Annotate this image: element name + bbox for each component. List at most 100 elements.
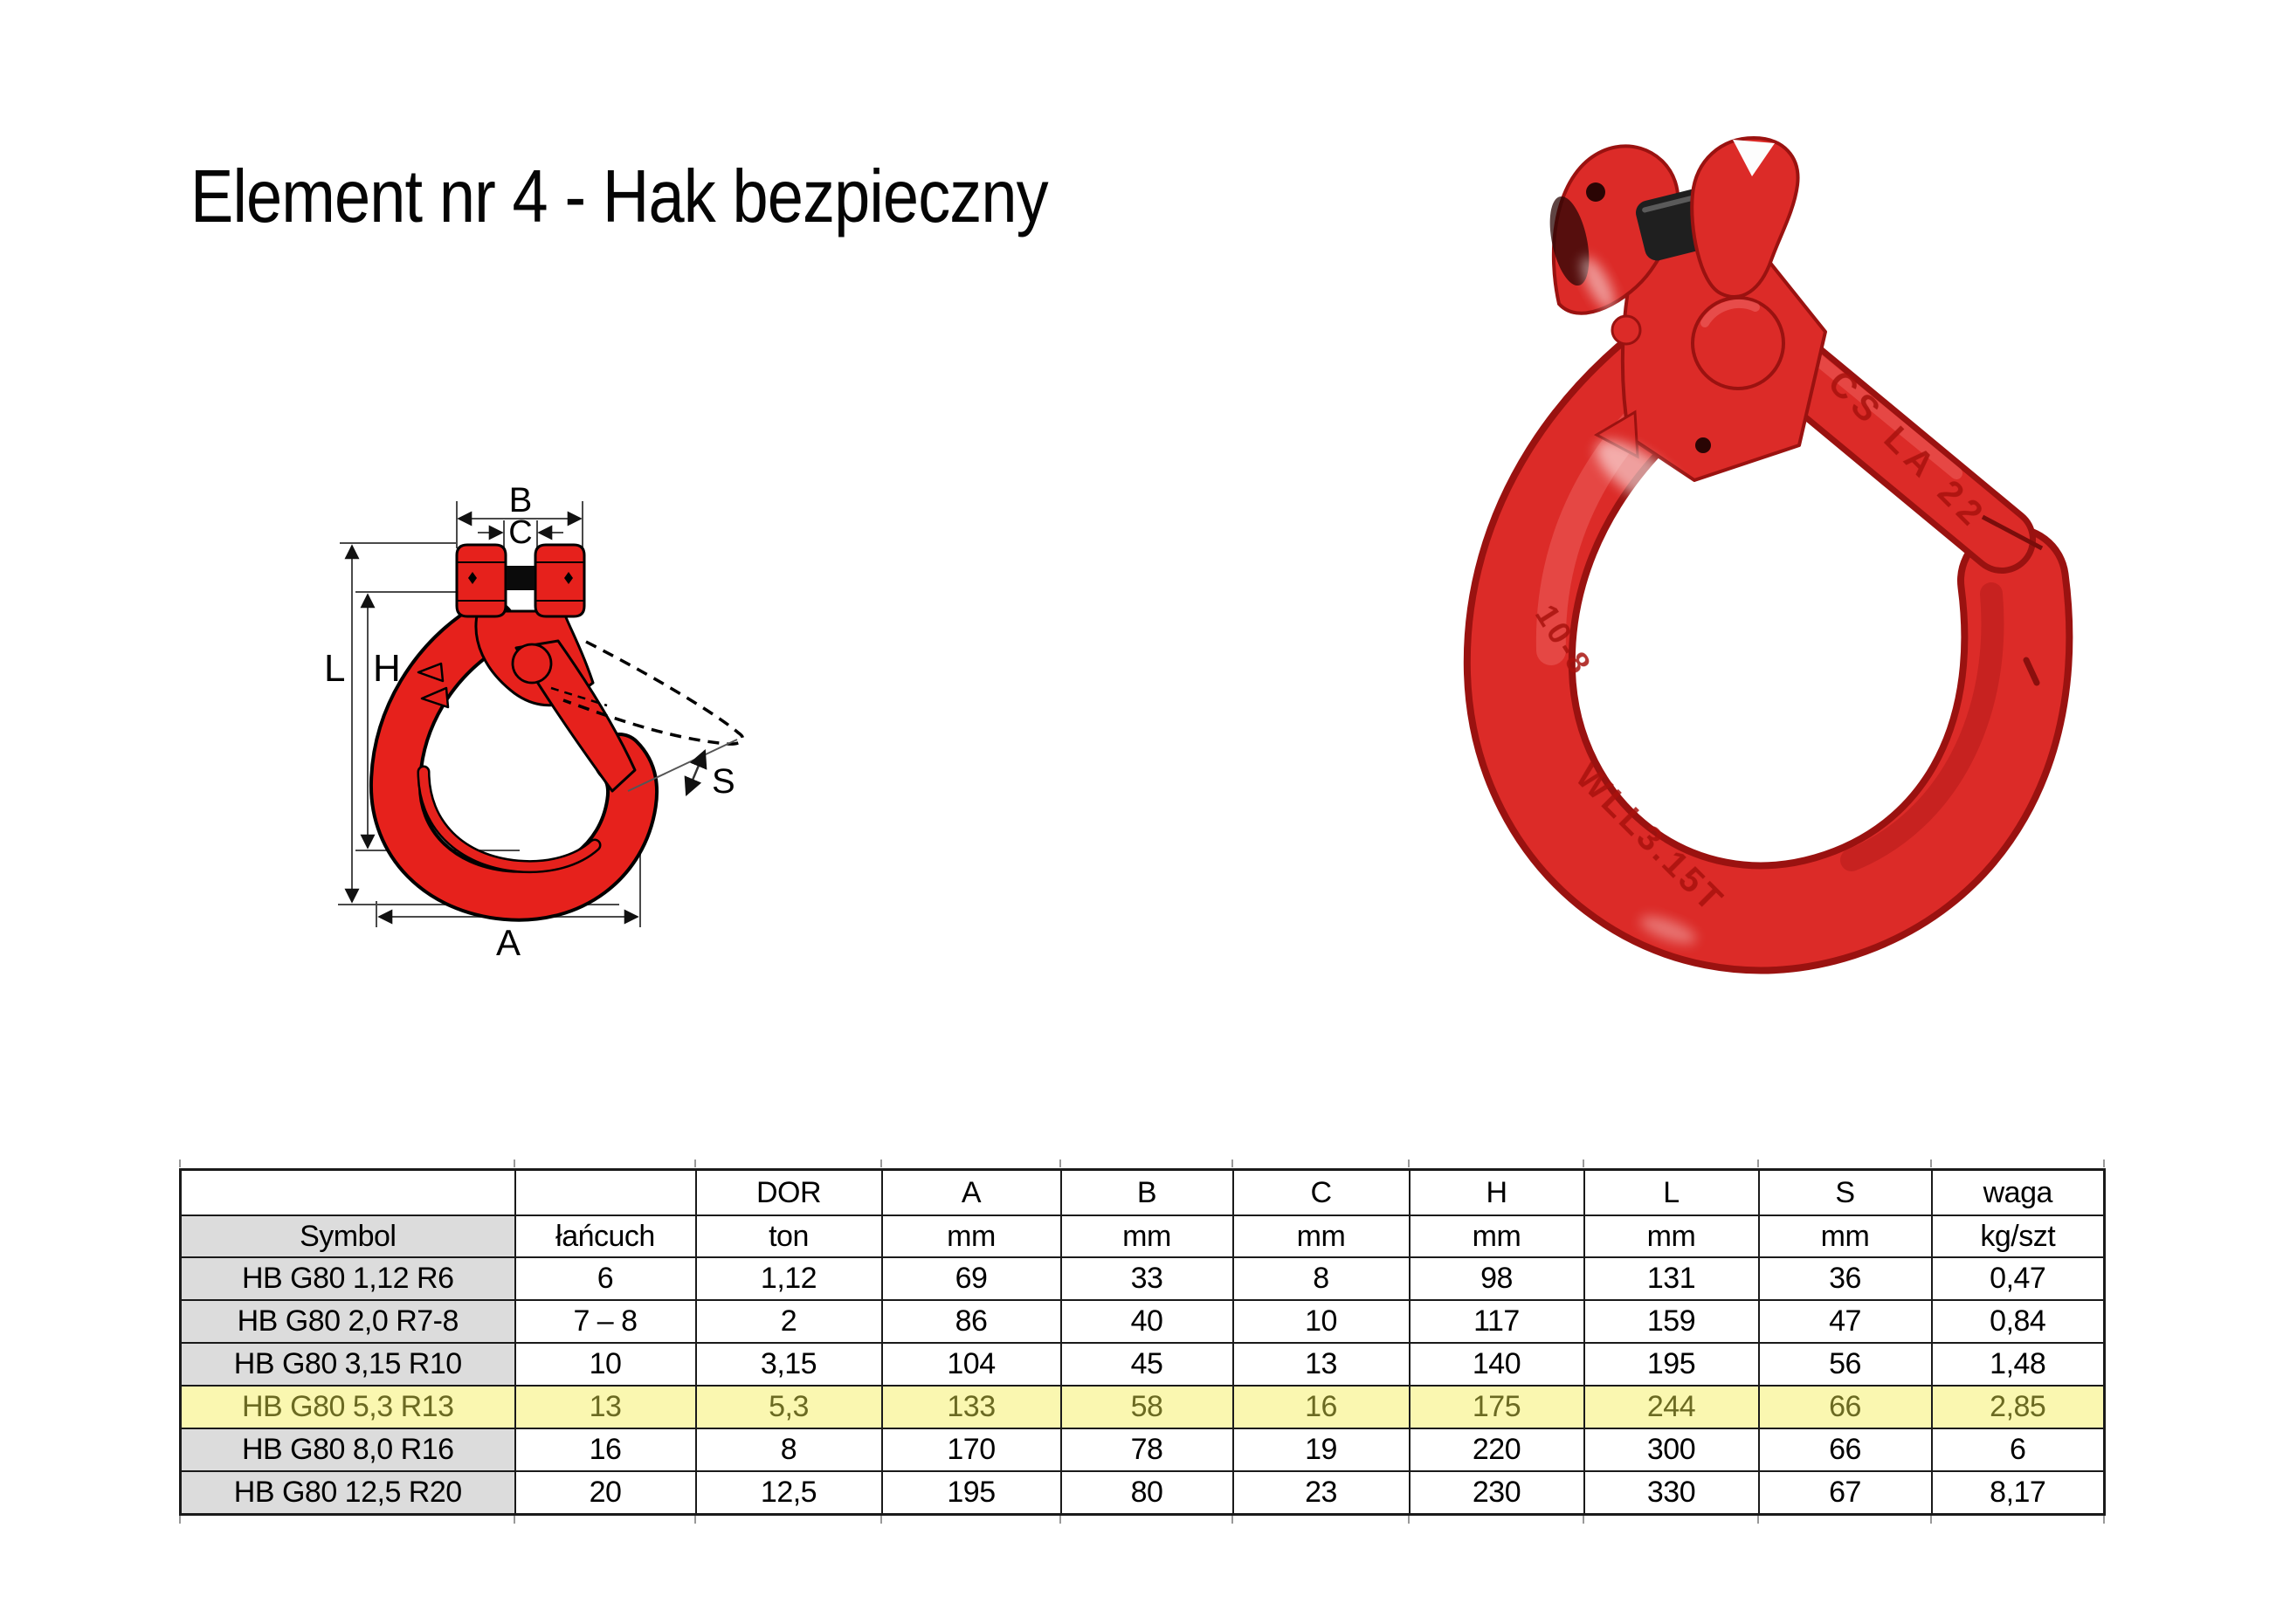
- table-cell: 10: [514, 1342, 697, 1387]
- table-cell: 133: [880, 1385, 1062, 1429]
- symbol-cell: HB G80 5,3 R13: [179, 1385, 516, 1429]
- table-cell: 2: [694, 1299, 883, 1344]
- dimension-label-b: B: [509, 481, 533, 520]
- dimension-label-s: S: [712, 762, 735, 801]
- table-row: HB G80 2,0 R7-8 7 – 8 2 86 40 10 117 159…: [179, 1299, 2106, 1344]
- spec-table: DOR A B C H L S waga Symbol łańcuch ton …: [179, 1168, 2106, 1516]
- table-cell: 33: [1059, 1256, 1234, 1301]
- table-cell: 45: [1059, 1342, 1234, 1387]
- table-cell: 16: [514, 1428, 697, 1472]
- latch-rivet-hole: [1695, 437, 1711, 453]
- page-title: Element nr 4 - Hak bezpieczny: [190, 155, 1049, 238]
- table-cell: 1,48: [1930, 1342, 2106, 1387]
- table-cell: 66: [1757, 1428, 1933, 1472]
- table-cell: DOR: [694, 1168, 883, 1216]
- table-cell: 56: [1757, 1342, 1933, 1387]
- table-cell: 13: [514, 1385, 697, 1429]
- table-cell: 8: [694, 1428, 883, 1472]
- table-cell: kg/szt: [1930, 1215, 2106, 1258]
- table-cell: mm: [1583, 1215, 1760, 1258]
- symbol-cell: HB G80 8,0 R16: [179, 1428, 516, 1472]
- hook-product-photo: CS LA 22 10-8 WLL3.15T: [1380, 70, 2149, 1135]
- table-cell: 300: [1583, 1428, 1760, 1472]
- table-top-tick-marks: [179, 1160, 2105, 1167]
- table-cell: 195: [1583, 1342, 1760, 1387]
- table-cell: ton: [694, 1215, 883, 1258]
- clevis-ear-hole: [1586, 182, 1605, 202]
- limb-mark: [2023, 657, 2040, 686]
- table-cell: 19: [1231, 1428, 1411, 1472]
- photo-hook-bowl: [1463, 276, 2073, 974]
- table-cell: C: [1231, 1168, 1411, 1216]
- table-cell: mm: [1059, 1215, 1234, 1258]
- table-cell: 220: [1408, 1428, 1585, 1472]
- table-cell: 244: [1583, 1385, 1760, 1429]
- diamond-mark-right: [564, 572, 573, 584]
- table-cell: L: [1583, 1168, 1760, 1216]
- table-cell: 12,5: [694, 1470, 883, 1516]
- table-cell: 1,12: [694, 1256, 883, 1301]
- table-cell: 10: [1231, 1299, 1411, 1344]
- tip-seam: [1981, 514, 2044, 551]
- table-cell: 104: [880, 1342, 1062, 1387]
- table-cell: 3,15: [694, 1342, 883, 1387]
- table-cell: 6: [514, 1256, 697, 1301]
- s-leader-line: [627, 739, 738, 792]
- symbol-cell: HB G80 1,12 R6: [179, 1256, 516, 1301]
- table-cell: łańcuch: [514, 1215, 697, 1258]
- table-row: HB G80 12,5 R20 20 12,5 195 80 23 230 33…: [179, 1470, 2106, 1516]
- s-dimension-arrow: [684, 749, 707, 796]
- table-cell: 140: [1408, 1342, 1585, 1387]
- clevis-ear-right: [1690, 135, 1800, 299]
- table-cell: 2,85: [1930, 1385, 2106, 1429]
- clevis-eye-shadow: [1549, 196, 1590, 286]
- table-cell: 78: [1059, 1428, 1234, 1472]
- table-cell: 8: [1231, 1256, 1411, 1301]
- table-cell: 23: [1231, 1470, 1411, 1516]
- symbol-cell: HB G80 12,5 R20: [179, 1470, 516, 1516]
- table-cell: 86: [880, 1299, 1062, 1344]
- table-cell: 0,47: [1930, 1256, 2106, 1301]
- hook-photo-svg: CS LA 22 10-8 WLL3.15T: [1463, 135, 2073, 974]
- table-cell: 66: [1757, 1385, 1933, 1429]
- table-cell: 58: [1059, 1385, 1234, 1429]
- table-cell: 330: [1583, 1470, 1760, 1516]
- table-cell: mm: [1757, 1215, 1933, 1258]
- dimension-label-a: A: [496, 922, 521, 963]
- table-cell: 230: [1408, 1470, 1585, 1516]
- trigger-tabs: [417, 662, 450, 709]
- hook-bowl: [369, 599, 659, 922]
- table-row-highlighted: HB G80 5,3 R13 13 5,3 133 58 16 175 244 …: [179, 1385, 2106, 1429]
- table-cell: 0,84: [1930, 1299, 2106, 1344]
- table-cell: 8,17: [1930, 1470, 2106, 1516]
- clevis-fork-notch: [1733, 140, 1775, 176]
- symbol-cell: HB G80 2,0 R7-8: [179, 1299, 516, 1344]
- table-cell: [179, 1168, 516, 1216]
- table-cell: 47: [1757, 1299, 1933, 1344]
- table-cell: B: [1059, 1168, 1234, 1216]
- table-cell: 131: [1583, 1256, 1760, 1301]
- table-cell: 80: [1059, 1470, 1234, 1516]
- table-cell: 5,3: [694, 1385, 883, 1429]
- dimension-labels: B C L H S A: [324, 481, 735, 963]
- pivot-hole: [511, 643, 553, 685]
- table-row: HB G80 3,15 R10 10 3,15 104 45 13 140 19…: [179, 1342, 2106, 1387]
- hidden-edge-line: [550, 686, 608, 707]
- table-cell: waga: [1930, 1168, 2106, 1216]
- table-cell: 67: [1757, 1470, 1933, 1516]
- clevis-pin-square: [507, 566, 535, 590]
- table-row: HB G80 1,12 R6 6 1,12 69 33 8 98 131 36 …: [179, 1256, 2106, 1301]
- table-cell: 6: [1930, 1428, 2106, 1472]
- table-cell: 117: [1408, 1299, 1585, 1344]
- table-cell: 170: [880, 1428, 1062, 1472]
- diamond-mark-left: [468, 572, 477, 584]
- hook-diagram-svg: B C L H S A: [324, 481, 745, 963]
- table-cell: 69: [880, 1256, 1062, 1301]
- table-header-row-2: Symbol łańcuch ton mm mm mm mm mm mm kg/…: [179, 1215, 2106, 1258]
- table-cell: 195: [880, 1470, 1062, 1516]
- table-cell: 40: [1059, 1299, 1234, 1344]
- photo-pivot-cap: [1691, 296, 1785, 390]
- table-cell: mm: [880, 1215, 1062, 1258]
- table-cell: 175: [1408, 1385, 1585, 1429]
- table-cell: 159: [1583, 1299, 1760, 1344]
